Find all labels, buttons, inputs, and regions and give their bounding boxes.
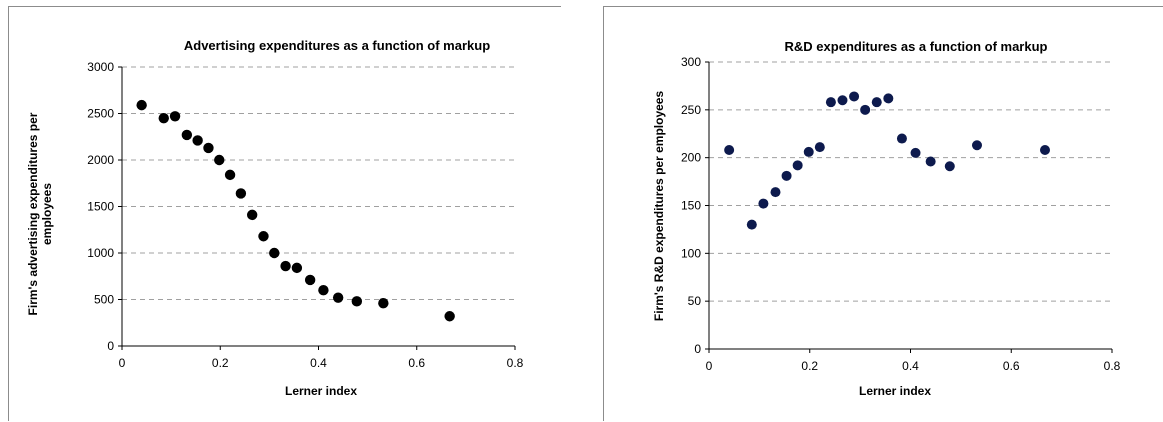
data-point [291,262,303,274]
data-point [304,274,316,286]
y-tick-label: 50 [688,294,702,308]
x-tick-label: 0.8 [1104,359,1121,373]
data-point [814,142,825,153]
data-point [860,104,871,115]
y-axis-label: Firm's R&D expenditures per employees [652,91,666,322]
y-tick-label: 250 [681,103,701,117]
data-point [351,296,363,307]
x-tick-label: 0.6 [408,356,425,370]
data-point [849,91,860,102]
data-point [758,198,769,209]
x-tick-label: 0.4 [310,356,327,370]
data-point [803,146,814,157]
data-point [214,154,225,166]
chart-title: R&D expenditures as a function of markup [785,39,1048,54]
data-point [825,97,836,108]
y-tick-label: 0 [107,339,114,353]
x-tick-label: 0.4 [902,359,919,373]
y-tick-label: 100 [681,246,701,260]
data-point [883,93,894,104]
rd-chart-panel: R&D expenditures as a function of markup… [603,6,1163,421]
data-point [169,111,181,122]
data-point [158,112,169,124]
data-point [246,209,258,221]
data-point [378,298,389,309]
data-point [910,147,921,158]
x-tick-label: 0.2 [801,359,818,373]
data-point [792,160,803,171]
data-point [837,95,848,106]
data-point [136,99,147,111]
data-point [269,247,280,259]
rd-chart-svg: R&D expenditures as a function of markup… [652,39,1121,398]
data-point [746,219,757,230]
x-axis-label: Lerner index [859,384,931,398]
data-point [724,145,735,156]
x-axis-label: Lerner index [285,384,357,398]
x-tick-label: 0.6 [1003,359,1020,373]
data-point [944,161,955,172]
y-tick-label: 150 [681,199,701,213]
data-point [258,231,269,242]
x-tick-label: 0 [706,359,713,373]
advertising-chart-panel: Advertising expenditures as a function o… [8,6,561,421]
data-point [871,97,882,108]
y-axis-label-line-2: employees [40,183,54,245]
y-tick-label: 3000 [87,60,114,74]
y-tick-label: 2000 [87,153,114,167]
data-point [896,133,907,144]
y-tick-label: 300 [681,55,701,69]
y-tick-label: 1500 [87,200,114,214]
data-point [332,292,344,303]
data-point [224,169,236,181]
y-tick-label: 0 [694,342,701,356]
y-tick-label: 2500 [87,107,114,121]
chart-title: Advertising expenditures as a function o… [184,38,490,53]
data-point [770,187,781,198]
data-point [181,129,193,141]
data-point [1040,145,1051,156]
data-point [971,140,982,151]
advertising-chart-svg: Advertising expenditures as a function o… [26,38,524,398]
data-point [235,188,247,199]
x-tick-label: 0.8 [507,356,524,370]
x-tick-label: 0 [119,356,126,370]
data-point [318,285,329,296]
data-point [192,135,203,146]
data-point [781,170,792,181]
y-tick-label: 1000 [87,246,114,260]
x-tick-label: 0.2 [212,356,229,370]
data-point [203,142,214,154]
y-axis-label-line-1: Firm's advertising expenditures per [26,112,40,315]
data-point [925,156,936,167]
y-tick-label: 200 [681,151,701,165]
y-tick-label: 500 [94,293,114,307]
data-point [444,311,455,322]
data-point [280,260,291,272]
